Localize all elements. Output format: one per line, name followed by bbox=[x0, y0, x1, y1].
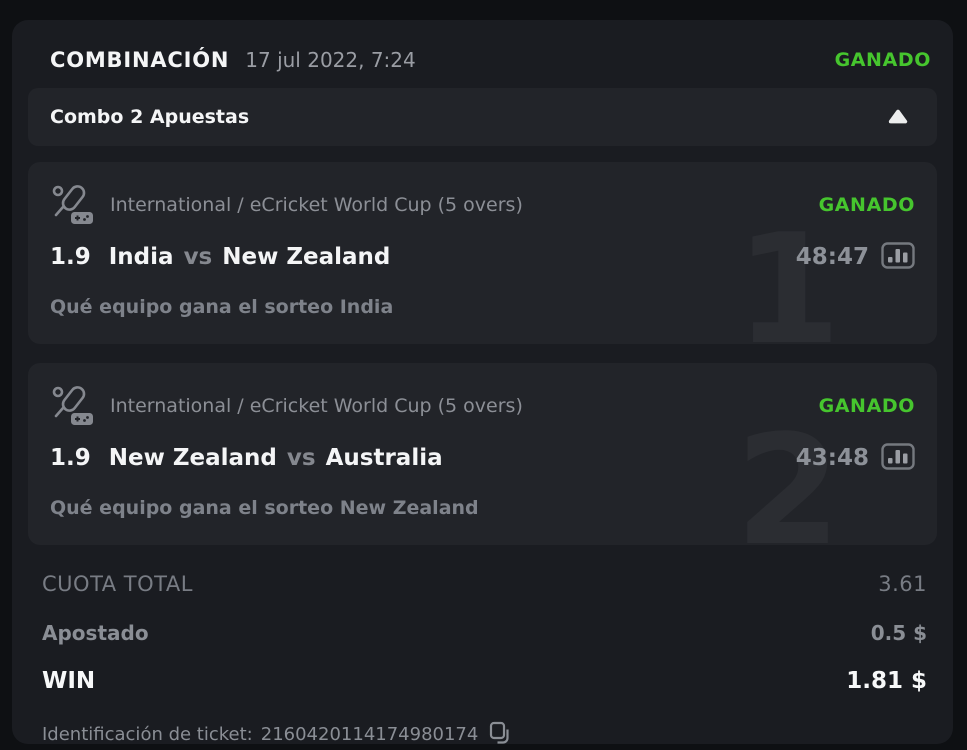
bar-chart-icon bbox=[881, 443, 915, 473]
total-odds-label: CUOTA TOTAL bbox=[42, 572, 193, 596]
ticket-status-badge: GANADO bbox=[834, 49, 931, 71]
esports-cricket-icon bbox=[50, 184, 96, 226]
bet-score: 48:47 bbox=[795, 244, 869, 270]
ticket-id-value: 2160420114174980174 bbox=[260, 724, 479, 745]
esports-cricket-icon bbox=[50, 385, 96, 427]
copy-ticket-id-button[interactable] bbox=[488, 720, 512, 749]
bet-match-row: 1.9 India vs New Zealand 48:47 bbox=[50, 242, 915, 272]
bet-index-watermark: 2 bbox=[735, 415, 841, 546]
bet-league: International / eCricket World Cup (5 ov… bbox=[110, 194, 523, 216]
bet-home-team: New Zealand bbox=[108, 445, 277, 471]
copy-icon bbox=[488, 720, 512, 749]
bet-score: 43:48 bbox=[795, 445, 869, 471]
bet-card: 2 International / eCricket World Cup (5 … bbox=[28, 363, 937, 545]
vs-label: vs bbox=[286, 445, 316, 471]
stats-button[interactable] bbox=[881, 443, 915, 473]
ticket-header: COMBINACIÓN 17 jul 2022, 7:24 GANADO bbox=[28, 34, 937, 88]
win-value: 1.81 $ bbox=[846, 668, 927, 694]
bet-status-badge: GANADO bbox=[818, 395, 915, 417]
bet-away-team: Australia bbox=[325, 445, 443, 471]
bet-league: International / eCricket World Cup (5 ov… bbox=[110, 395, 523, 417]
ticket-summary: CUOTA TOTAL 3.61 Apostado 0.5 $ WIN 1.81… bbox=[28, 564, 937, 749]
win-label: WIN bbox=[42, 668, 96, 694]
combo-toggle[interactable]: Combo 2 Apuestas bbox=[28, 88, 937, 146]
bet-match-row: 1.9 New Zealand vs Australia 43:48 bbox=[50, 443, 915, 473]
bet-status-badge: GANADO bbox=[818, 194, 915, 216]
win-row: WIN 1.81 $ bbox=[42, 668, 927, 694]
bet-away-team: New Zealand bbox=[222, 244, 391, 270]
caret-up-icon bbox=[887, 108, 909, 126]
stake-value: 0.5 $ bbox=[870, 621, 927, 645]
stake-label: Apostado bbox=[42, 621, 149, 645]
bet-card: 1 International / eCricket World Cup (5 … bbox=[28, 162, 937, 344]
ticket-id-row: Identificación de ticket: 21604201141749… bbox=[42, 720, 927, 749]
bet-home-team: India bbox=[108, 244, 174, 270]
total-odds-value: 3.61 bbox=[878, 572, 927, 596]
bet-datetime: 17 jul 2022, 7:24 bbox=[245, 48, 416, 72]
combo-label: Combo 2 Apuestas bbox=[50, 106, 250, 128]
bet-ticket-card: COMBINACIÓN 17 jul 2022, 7:24 GANADO Com… bbox=[12, 20, 953, 745]
bet-top-row: International / eCricket World Cup (5 ov… bbox=[50, 184, 915, 226]
total-odds-row: CUOTA TOTAL 3.61 bbox=[42, 572, 927, 596]
vs-label: vs bbox=[183, 244, 213, 270]
bet-odds: 1.9 bbox=[50, 244, 91, 270]
bet-top-row: International / eCricket World Cup (5 ov… bbox=[50, 385, 915, 427]
bet-selection: Qué equipo gana el sorteo New Zealand bbox=[50, 497, 479, 519]
bet-odds: 1.9 bbox=[50, 445, 91, 471]
bet-type-label: COMBINACIÓN bbox=[50, 48, 230, 72]
bet-selection: Qué equipo gana el sorteo India bbox=[50, 296, 394, 318]
bar-chart-icon bbox=[881, 242, 915, 272]
ticket-id-label: Identificación de ticket: bbox=[42, 724, 253, 745]
stake-row: Apostado 0.5 $ bbox=[42, 621, 927, 645]
bet-index-watermark: 1 bbox=[735, 214, 841, 345]
stats-button[interactable] bbox=[881, 242, 915, 272]
